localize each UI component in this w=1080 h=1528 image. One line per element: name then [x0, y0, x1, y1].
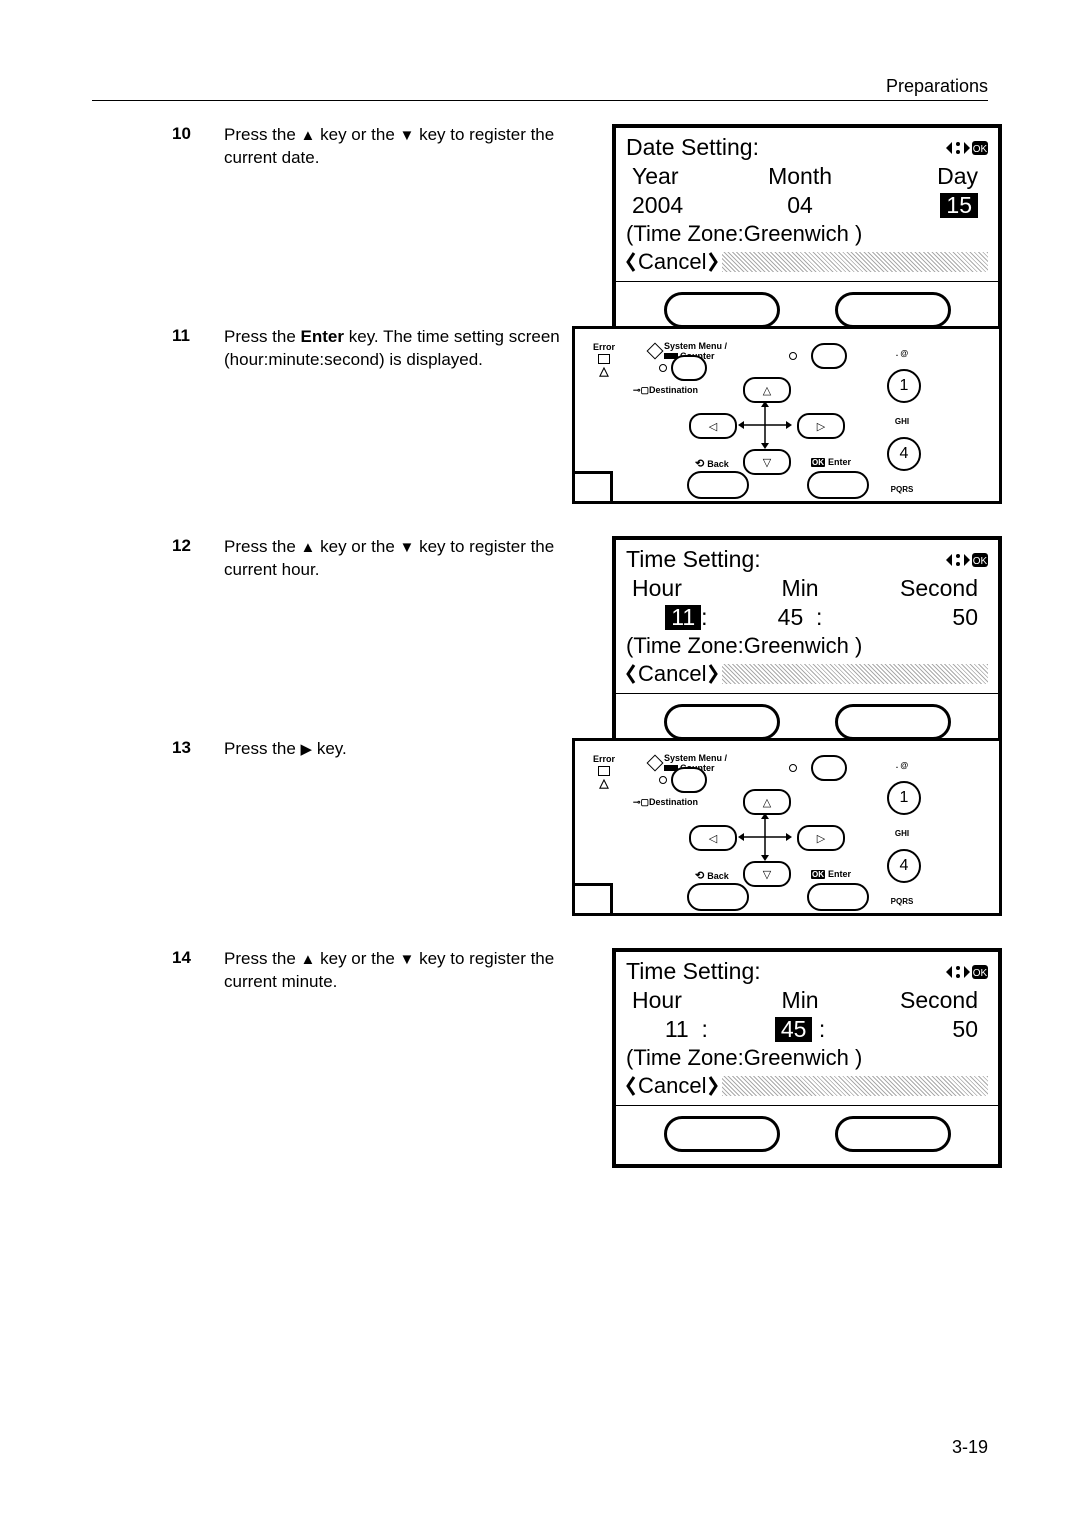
error-indicator: Error △: [593, 755, 615, 790]
svg-text:OK: OK: [973, 556, 988, 567]
svg-text:OK: OK: [973, 968, 988, 979]
up-triangle-icon: ▲: [301, 539, 316, 556]
lcd-col-second: Second: [859, 575, 988, 602]
keypad: . @ 1 GHI 4 PQRS 7 a↔A ✱: [887, 751, 993, 916]
lcd-val-hour[interactable]: 11: [665, 605, 701, 630]
up-triangle-icon: ▲: [301, 127, 316, 144]
error-indicator: Error △: [593, 343, 615, 378]
lcd-soft-button-left[interactable]: [664, 704, 780, 740]
lcd-timezone: (Time Zone:Greenwich ): [626, 1045, 988, 1071]
svg-text:OK: OK: [973, 144, 988, 155]
enter-label: OKEnter: [811, 457, 851, 467]
nav-left-button[interactable]: ◁: [689, 413, 737, 439]
enter-label: OKEnter: [811, 869, 851, 879]
step-number: 11: [172, 326, 216, 346]
nav-arrows-icon: [738, 401, 792, 449]
led-icon: [659, 364, 667, 372]
step-text: Press the ▲ key or the ▼ key to register…: [224, 124, 584, 170]
lcd-timezone: (Time Zone:Greenwich ): [626, 221, 988, 247]
step-text: Press the ▲ key or the ▼ key to register…: [224, 536, 584, 582]
step-text: Press the ▶ key.: [224, 738, 584, 761]
lcd-cancel-label[interactable]: Cancel: [626, 249, 718, 275]
lcd-col-min: Min: [741, 987, 860, 1014]
step-number: 13: [172, 738, 216, 758]
lcd-soft-button-right[interactable]: [835, 292, 951, 328]
nav-left-button[interactable]: ◁: [689, 825, 737, 851]
lcd-cancel-label[interactable]: Cancel: [626, 1073, 718, 1099]
led-icon: [789, 764, 797, 772]
keypad-1[interactable]: 1: [887, 781, 921, 815]
nav-down-button[interactable]: ▽: [743, 449, 791, 475]
lcd-time-setting: Time Setting: OK Hour Min Second 11: 45 …: [612, 536, 1002, 756]
nav-up-button[interactable]: △: [743, 789, 791, 815]
back-label: ⟲Back: [695, 457, 729, 470]
hatch-fill: [722, 1076, 988, 1096]
lcd-val-hour: 11: [665, 1016, 689, 1042]
lcd-soft-button-right[interactable]: [835, 1116, 951, 1152]
lcd-title: Time Setting:: [626, 958, 761, 985]
lcd-title: Date Setting:: [626, 134, 759, 161]
lcd-soft-button-left[interactable]: [664, 1116, 780, 1152]
back-label: ⟲Back: [695, 869, 729, 882]
lcd-col-year: Year: [626, 163, 741, 190]
lcd-col-hour: Hour: [626, 575, 741, 602]
enter-button[interactable]: [807, 471, 869, 499]
lcd-soft-button-left[interactable]: [664, 292, 780, 328]
ok-indicator-icon: OK: [944, 138, 988, 158]
lcd-val-year: 2004: [626, 192, 741, 219]
step-text: Press the Enter key. The time setting sc…: [224, 326, 584, 372]
lcd-timezone: (Time Zone:Greenwich ): [626, 633, 988, 659]
step-number: 10: [172, 124, 216, 144]
back-button[interactable]: [687, 471, 749, 499]
keypad: . @ 1 GHI 4 PQRS 7 a↔A ✱: [887, 339, 993, 504]
page-number: 3-19: [952, 1437, 988, 1458]
control-panel: Error △ System Menu / Counter ⊸▢Destinat…: [572, 326, 1002, 504]
down-triangle-icon: ▼: [400, 539, 415, 556]
lcd-col-hour: Hour: [626, 987, 741, 1014]
nav-up-button[interactable]: △: [743, 377, 791, 403]
down-triangle-icon: ▼: [400, 951, 415, 968]
keypad-4[interactable]: 4: [887, 437, 921, 471]
lcd-soft-button-right[interactable]: [835, 704, 951, 740]
keypad-4[interactable]: 4: [887, 849, 921, 883]
lcd-col-day: Day: [859, 163, 988, 190]
page-header: Preparations: [886, 76, 988, 97]
led-icon: [789, 352, 797, 360]
step-number: 14: [172, 948, 216, 968]
down-triangle-icon: ▼: [400, 127, 415, 144]
enter-button[interactable]: [807, 883, 869, 911]
lcd-title: Time Setting:: [626, 546, 761, 573]
lcd-col-min: Min: [741, 575, 860, 602]
right-triangle-icon: ▶: [301, 741, 313, 758]
step-text: Press the ▲ key or the ▼ key to register…: [224, 948, 584, 994]
lcd-col-second: Second: [859, 987, 988, 1014]
lcd-date-setting: Date Setting: OK Year Month Day 2004 04 …: [612, 124, 1002, 344]
control-panel: Error △ System Menu / Counter ⊸▢Destinat…: [572, 738, 1002, 916]
lcd-time-setting: Time Setting: OK Hour Min Second 11 : 45…: [612, 948, 1002, 1168]
header-rule: [92, 100, 988, 101]
lcd-val-second: 50: [859, 604, 988, 631]
panel-button[interactable]: [811, 343, 847, 369]
lcd-val-second: 50: [859, 1016, 988, 1043]
nav-right-button[interactable]: ▷: [797, 413, 845, 439]
nav-down-button[interactable]: ▽: [743, 861, 791, 887]
led-icon: [659, 776, 667, 784]
lcd-val-min[interactable]: 45: [775, 1017, 813, 1042]
lcd-cancel-label[interactable]: Cancel: [626, 661, 718, 687]
step-number: 12: [172, 536, 216, 556]
lcd-val-min: 45: [778, 604, 804, 630]
keypad-1[interactable]: 1: [887, 369, 921, 403]
back-button[interactable]: [687, 883, 749, 911]
ok-indicator-icon: OK: [944, 962, 988, 982]
lcd-col-month: Month: [741, 163, 860, 190]
hatch-fill: [722, 664, 988, 684]
hatch-fill: [722, 252, 988, 272]
panel-button[interactable]: [811, 755, 847, 781]
lcd-val-month: 04: [741, 192, 860, 219]
up-triangle-icon: ▲: [301, 951, 316, 968]
nav-arrows-icon: [738, 813, 792, 861]
nav-right-button[interactable]: ▷: [797, 825, 845, 851]
ok-indicator-icon: OK: [944, 550, 988, 570]
lcd-val-day[interactable]: 15: [940, 193, 978, 218]
